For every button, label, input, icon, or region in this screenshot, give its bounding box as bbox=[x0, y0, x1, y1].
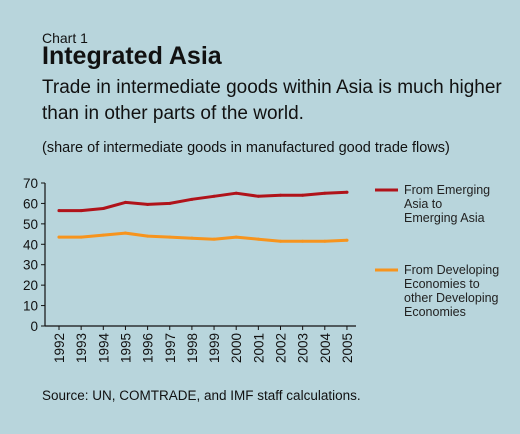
y-tick-label: 0 bbox=[30, 319, 38, 334]
x-tick-label: 2001 bbox=[251, 333, 266, 363]
y-tick-label: 40 bbox=[23, 237, 38, 252]
data-point bbox=[345, 190, 349, 194]
y-tick-label: 30 bbox=[23, 258, 38, 273]
data-point bbox=[345, 238, 349, 242]
legend-label-2: From Developing bbox=[404, 263, 499, 277]
data-point bbox=[190, 236, 194, 240]
data-point bbox=[301, 239, 305, 243]
x-tick-label: 2004 bbox=[318, 333, 333, 364]
chart-subtitle: Trade in intermediate goods within Asia … bbox=[42, 77, 502, 124]
y-tick-label: 10 bbox=[23, 299, 38, 314]
x-tick-label: 1995 bbox=[118, 333, 133, 363]
data-point bbox=[123, 231, 127, 235]
legend-label-2: Economies to bbox=[404, 277, 480, 291]
data-point bbox=[256, 237, 260, 241]
data-point bbox=[79, 209, 83, 213]
x-tick-label: 1993 bbox=[74, 333, 89, 363]
y-tick-label: 50 bbox=[23, 217, 38, 232]
x-tick-label: 1998 bbox=[185, 333, 200, 363]
chart-title: Integrated Asia bbox=[42, 42, 222, 70]
data-point bbox=[146, 202, 150, 206]
data-point bbox=[190, 197, 194, 201]
x-tick-label: 2002 bbox=[274, 333, 289, 363]
data-point bbox=[234, 235, 238, 239]
series-line-1 bbox=[57, 190, 349, 213]
data-point bbox=[323, 191, 327, 195]
legend-label-2: other Developing bbox=[404, 291, 499, 305]
x-tick-label: 1997 bbox=[163, 333, 178, 363]
y-tick-label: 20 bbox=[23, 278, 38, 293]
chart-source: Source: UN, COMTRADE, and IMF staff calc… bbox=[42, 388, 361, 403]
y-tick-label: 70 bbox=[23, 176, 38, 191]
legend-label-1: From Emerging bbox=[404, 183, 490, 197]
y-tick-label: 60 bbox=[23, 196, 38, 211]
chart-number: Chart 1 bbox=[42, 30, 88, 46]
data-point bbox=[256, 194, 260, 198]
data-point bbox=[279, 239, 282, 243]
x-tick-label: 1999 bbox=[207, 333, 222, 363]
chart-note: (share of intermediate goods in manufact… bbox=[42, 140, 450, 156]
data-point bbox=[146, 234, 150, 238]
series-line-2 bbox=[57, 231, 349, 243]
legend-label-1: Asia to bbox=[404, 197, 442, 211]
data-point bbox=[123, 200, 127, 204]
data-point bbox=[168, 201, 172, 205]
x-tick-label: 1996 bbox=[141, 333, 156, 363]
legend-label-2: Economies bbox=[404, 305, 466, 319]
data-point bbox=[212, 237, 216, 241]
data-point bbox=[101, 207, 105, 211]
data-point bbox=[234, 191, 238, 195]
data-point bbox=[79, 235, 83, 239]
data-point bbox=[212, 194, 216, 198]
data-point bbox=[57, 235, 61, 239]
data-point bbox=[279, 193, 282, 197]
legend-label-1: Emerging Asia bbox=[404, 211, 485, 225]
data-point bbox=[57, 209, 61, 213]
x-tick-label: 2005 bbox=[340, 333, 355, 363]
data-point bbox=[101, 233, 105, 237]
data-point bbox=[301, 193, 305, 197]
data-point bbox=[168, 235, 172, 239]
x-tick-label: 1994 bbox=[96, 333, 111, 364]
x-tick-label: 1992 bbox=[52, 333, 67, 363]
data-point bbox=[323, 239, 327, 243]
x-tick-label: 2003 bbox=[296, 333, 311, 363]
x-tick-label: 2000 bbox=[229, 333, 244, 363]
